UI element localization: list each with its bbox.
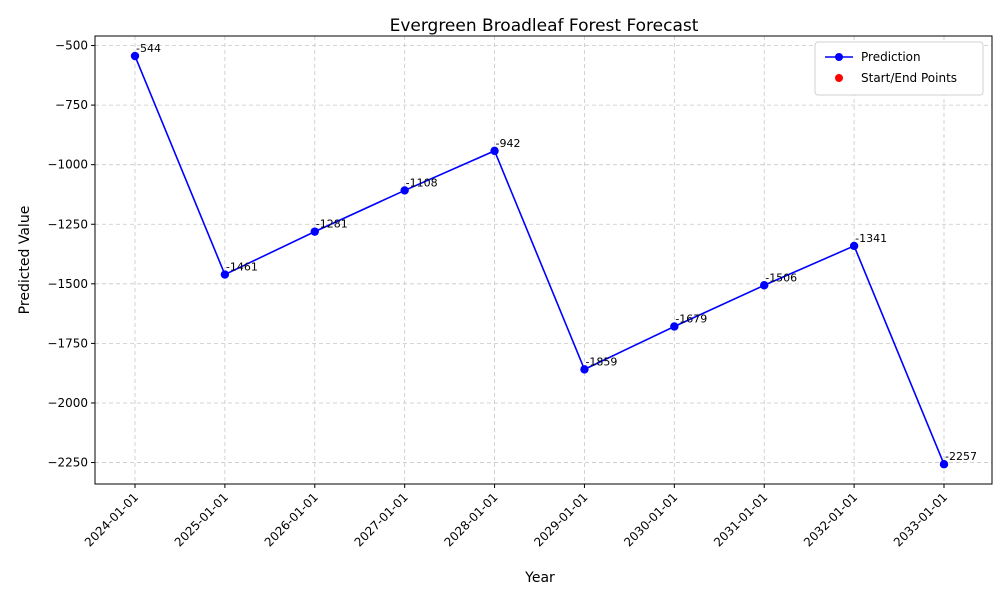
data-label: -1679 [675, 312, 707, 325]
data-point [130, 51, 140, 61]
y-tick-label: −1250 [47, 217, 88, 231]
x-tick-label: 2033-01-01 [891, 490, 950, 549]
legend: Prediction Start/End Points [814, 41, 984, 96]
data-label: -1108 [406, 176, 438, 189]
plot-area-frame [94, 35, 993, 485]
y-tick-label: −2000 [47, 396, 88, 410]
x-axis: 2024-01-01 2025-01-01 2026-01-01 2027-01-01… [82, 484, 950, 549]
y-axis-label: Predicted Value [17, 206, 33, 315]
data-point [760, 281, 769, 290]
series-prediction [130, 51, 949, 469]
x-axis-label: Year [524, 570, 555, 586]
data-label: -1281 [316, 218, 348, 231]
legend-startend-marker [835, 74, 843, 82]
data-label: -2257 [945, 450, 977, 463]
x-tick-label: 2031-01-01 [711, 490, 770, 549]
y-tick-label: −500 [55, 39, 88, 53]
x-tick-label: 2025-01-01 [172, 490, 231, 549]
data-label: -1341 [855, 232, 887, 245]
y-tick-label: −1000 [47, 158, 88, 172]
data-point [939, 460, 949, 469]
data-label: -1859 [585, 355, 617, 368]
y-tick-label: −1500 [47, 277, 88, 291]
series-line [134, 55, 945, 465]
data-point [670, 322, 679, 331]
x-tick-label: 2028-01-01 [441, 490, 500, 549]
x-tick-label: 2024-01-01 [82, 490, 141, 549]
legend-box [814, 41, 984, 96]
y-tick-label: −750 [55, 98, 88, 112]
data-point [580, 365, 589, 374]
data-label: -1461 [226, 261, 258, 274]
legend-prediction-label: Prediction [861, 50, 921, 64]
x-tick-label: 2027-01-01 [352, 490, 411, 549]
chart-title: Evergreen Broadleaf Forest Forecast [390, 16, 699, 36]
y-axis: −500 −750 −1000 −1250 −1500 −1750 −2000 −2250 [47, 39, 95, 470]
legend-prediction-marker [835, 53, 843, 61]
data-point [220, 270, 230, 279]
data-point [310, 227, 319, 236]
data-label: -1506 [765, 271, 797, 284]
x-tick-label: 2029-01-01 [531, 490, 590, 549]
x-tick-label: 2026-01-01 [262, 490, 321, 549]
data-label: -544 [136, 42, 161, 55]
y-tick-label: −2250 [47, 456, 88, 470]
data-point [400, 186, 409, 195]
x-tick-label: 2030-01-01 [621, 490, 680, 549]
data-labels: -544 -1461 -1281 -1108 -942 -1859 -1679 -1506 -1… [136, 42, 977, 463]
grid [95, 36, 992, 484]
data-point [849, 241, 859, 251]
data-label: -942 [496, 137, 521, 150]
y-tick-label: −1750 [47, 336, 88, 350]
x-tick-label: 2032-01-01 [801, 490, 860, 549]
data-point [490, 146, 499, 156]
legend-startend-label: Start/End Points [861, 71, 957, 85]
